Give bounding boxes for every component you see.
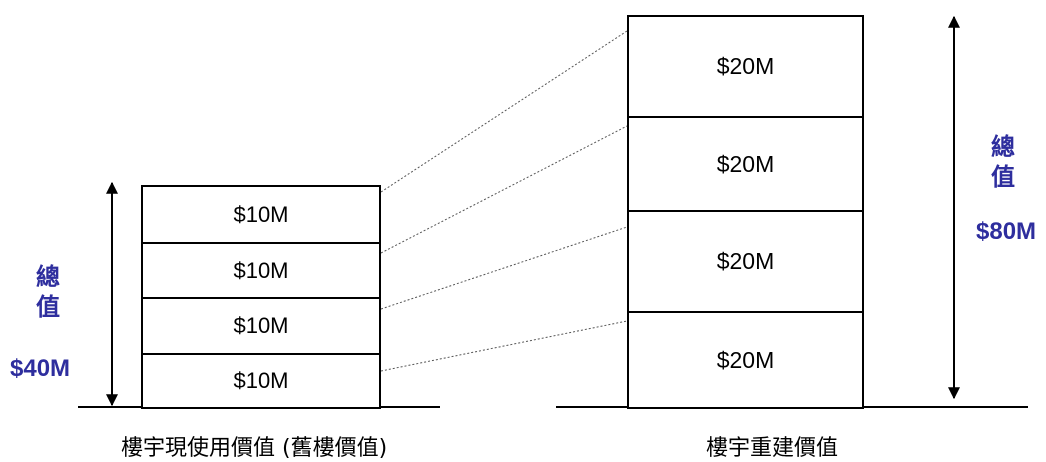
floor-value: $20M: [716, 346, 775, 373]
floor-value: $20M: [716, 150, 775, 177]
floor-value: $10M: [233, 313, 289, 338]
old-building-floor-2: $10M: [141, 297, 381, 355]
dotted-connector-3: [380, 226, 628, 310]
old-building-floor-3: $10M: [141, 242, 381, 299]
rebuilt-building-caption: 樓宇重建價值: [706, 436, 839, 461]
floor-value: $10M: [233, 257, 289, 283]
dotted-connector-4: [380, 320, 628, 372]
floor-value: $10M: [233, 201, 289, 227]
rebuilt-building-floor-3: $20M: [627, 116, 864, 212]
dotted-connector-1: [380, 30, 628, 193]
floor-value: $10M: [233, 368, 289, 393]
rebuilt-total-label-text: 總值: [991, 133, 1015, 191]
old-total-value: $40M: [10, 355, 71, 382]
floor-value: $20M: [716, 248, 775, 274]
rebuilt-building-floor-1: $20M: [627, 311, 864, 409]
old-total-label: 總值: [30, 262, 66, 322]
floor-value: $20M: [716, 53, 775, 79]
rebuilt-total-value: $80M: [976, 218, 1037, 245]
old-building-caption: 樓宇現使用價值 (舊樓價值): [121, 436, 388, 461]
old-total-label-text: 總值: [36, 263, 60, 321]
old-building-floor-1: $10M: [141, 353, 381, 409]
dotted-connector-2: [380, 125, 628, 254]
rebuilt-building-floor-2: $20M: [627, 210, 864, 313]
rebuilt-total-label: 總值: [985, 132, 1021, 192]
rebuilt-building-floor-4: $20M: [627, 15, 864, 118]
